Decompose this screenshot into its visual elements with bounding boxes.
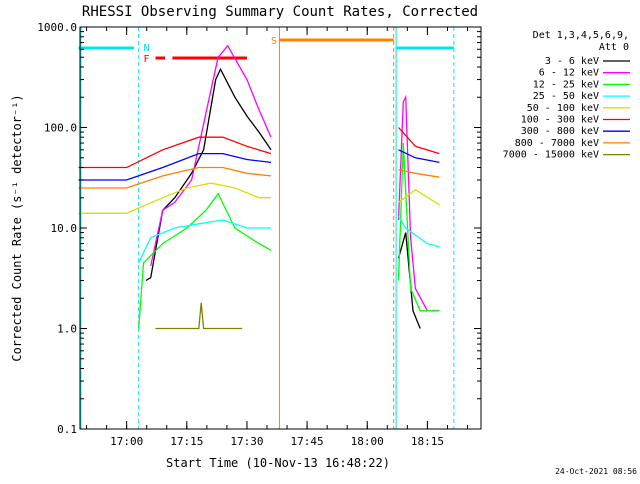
legend-label: 50 - 100 keV bbox=[527, 103, 599, 114]
x-tick-label: 17:45 bbox=[291, 435, 324, 448]
legend-label: 7000 - 15000 keV bbox=[503, 150, 599, 161]
y-tick-label: 0.1 bbox=[57, 423, 77, 436]
series-line bbox=[78, 166, 272, 189]
axis-ticks: 0.1 1.0 10.0 100.0 1000.0 17:00 17:15 17:30 17:4… bbox=[37, 21, 481, 448]
series-line bbox=[78, 136, 272, 169]
plot-area: NF S bbox=[78, 27, 455, 429]
legend-label: 3 - 6 keV bbox=[545, 56, 599, 67]
saa-flag-label: S bbox=[271, 36, 277, 47]
legend-label: 800 - 7000 keV bbox=[515, 138, 599, 149]
y-axis-label: Corrected Count Rate (s⁻¹ detector⁻¹) bbox=[10, 94, 24, 361]
flare-flag-label: F bbox=[143, 54, 149, 65]
y-tick-label: 10.0 bbox=[51, 222, 78, 235]
legend-header-line-2: Att 0 bbox=[599, 42, 629, 53]
series-line bbox=[397, 94, 440, 312]
x-tick-label: 18:15 bbox=[411, 435, 444, 448]
series-line bbox=[398, 169, 440, 178]
series-line bbox=[78, 182, 271, 214]
legend-label: 100 - 300 keV bbox=[521, 115, 599, 126]
series-line bbox=[398, 149, 440, 164]
x-tick-label: 17:00 bbox=[110, 435, 143, 448]
series-line bbox=[155, 302, 243, 330]
plot-frame bbox=[79, 26, 482, 430]
x-tick-label: 17:30 bbox=[230, 435, 263, 448]
x-tick-label: 18:00 bbox=[351, 435, 384, 448]
y-tick-label: 1.0 bbox=[57, 323, 77, 336]
series-line bbox=[397, 143, 440, 312]
series-line bbox=[397, 232, 421, 329]
series-line bbox=[150, 44, 272, 267]
x-axis-label: Start Time (10-Nov-13 16:48:22) bbox=[166, 456, 390, 470]
series-line bbox=[78, 152, 272, 181]
series-line bbox=[138, 219, 271, 264]
series-line bbox=[398, 127, 440, 155]
night-flag-label: N bbox=[143, 43, 149, 54]
legend-label: 25 - 50 keV bbox=[533, 91, 599, 102]
footer-date: 24-Oct-2021 08:56 bbox=[555, 467, 637, 476]
y-tick-label: 100.0 bbox=[44, 122, 77, 135]
legend-label: 12 - 25 keV bbox=[533, 79, 599, 90]
series-line bbox=[398, 189, 440, 206]
series-line bbox=[138, 192, 272, 329]
legend-label: 6 - 12 keV bbox=[539, 68, 599, 79]
legend-label: 300 - 800 keV bbox=[521, 126, 599, 137]
series-line bbox=[397, 216, 440, 248]
legend-header-line-1: Det 1,3,4,5,6,9, bbox=[533, 30, 629, 41]
y-tick-label: 1000.0 bbox=[37, 21, 77, 34]
chart-title: RHESSI Observing Summary Count Rates, Co… bbox=[82, 4, 478, 20]
x-tick-label: 17:15 bbox=[170, 435, 203, 448]
